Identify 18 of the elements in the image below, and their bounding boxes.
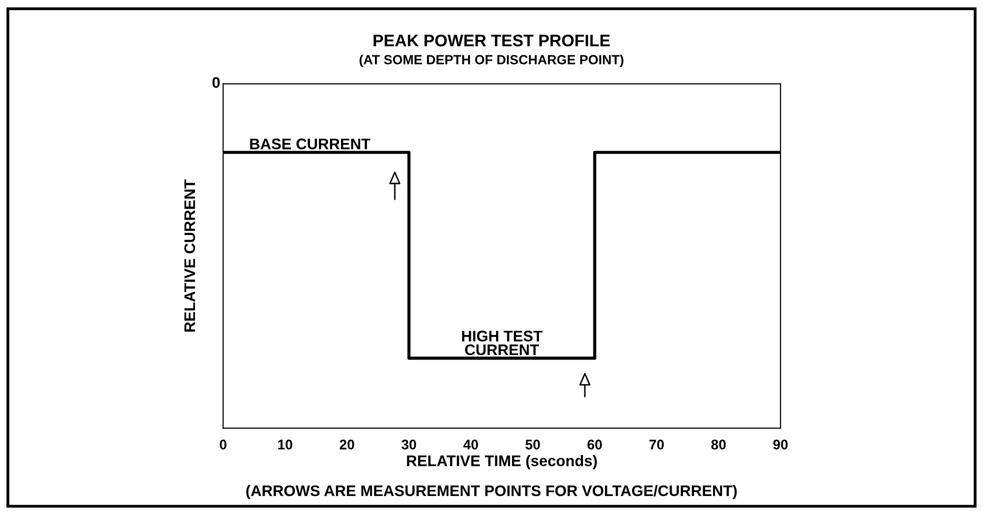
x-tick-label: 20	[340, 440, 354, 450]
x-tick-label: 10	[278, 440, 292, 450]
x-tick-label: 40	[463, 440, 478, 450]
x-tick-label: 60	[588, 440, 602, 450]
x-tick-label: 50	[525, 440, 540, 450]
annotation: HIGH TEST CURRENT	[462, 330, 542, 356]
x-axis-title: RELATIVE TIME (seconds)	[407, 455, 597, 470]
annotation: BASE CURRENT	[250, 138, 370, 150]
x-tick-label: 70	[650, 440, 664, 450]
x-tick-label: 90	[773, 440, 788, 450]
x-tick-label: 80	[711, 440, 726, 450]
x-tick-label: 0	[220, 440, 226, 450]
text: (ARROWS ARE MEASUREMENT POINTS FOR VOLTAGE/CURRENT)	[246, 484, 737, 500]
chart-title: PEAK POWER TEST PROFILE	[374, 34, 610, 46]
text: 0	[212, 77, 220, 88]
y-axis-title: RELATIVE CURRENT	[184, 179, 196, 332]
x-tick-label: 30	[402, 440, 416, 450]
chart-subtitle: (AT SOME DEPTH OF DISCHARGE POINT)	[360, 54, 624, 67]
